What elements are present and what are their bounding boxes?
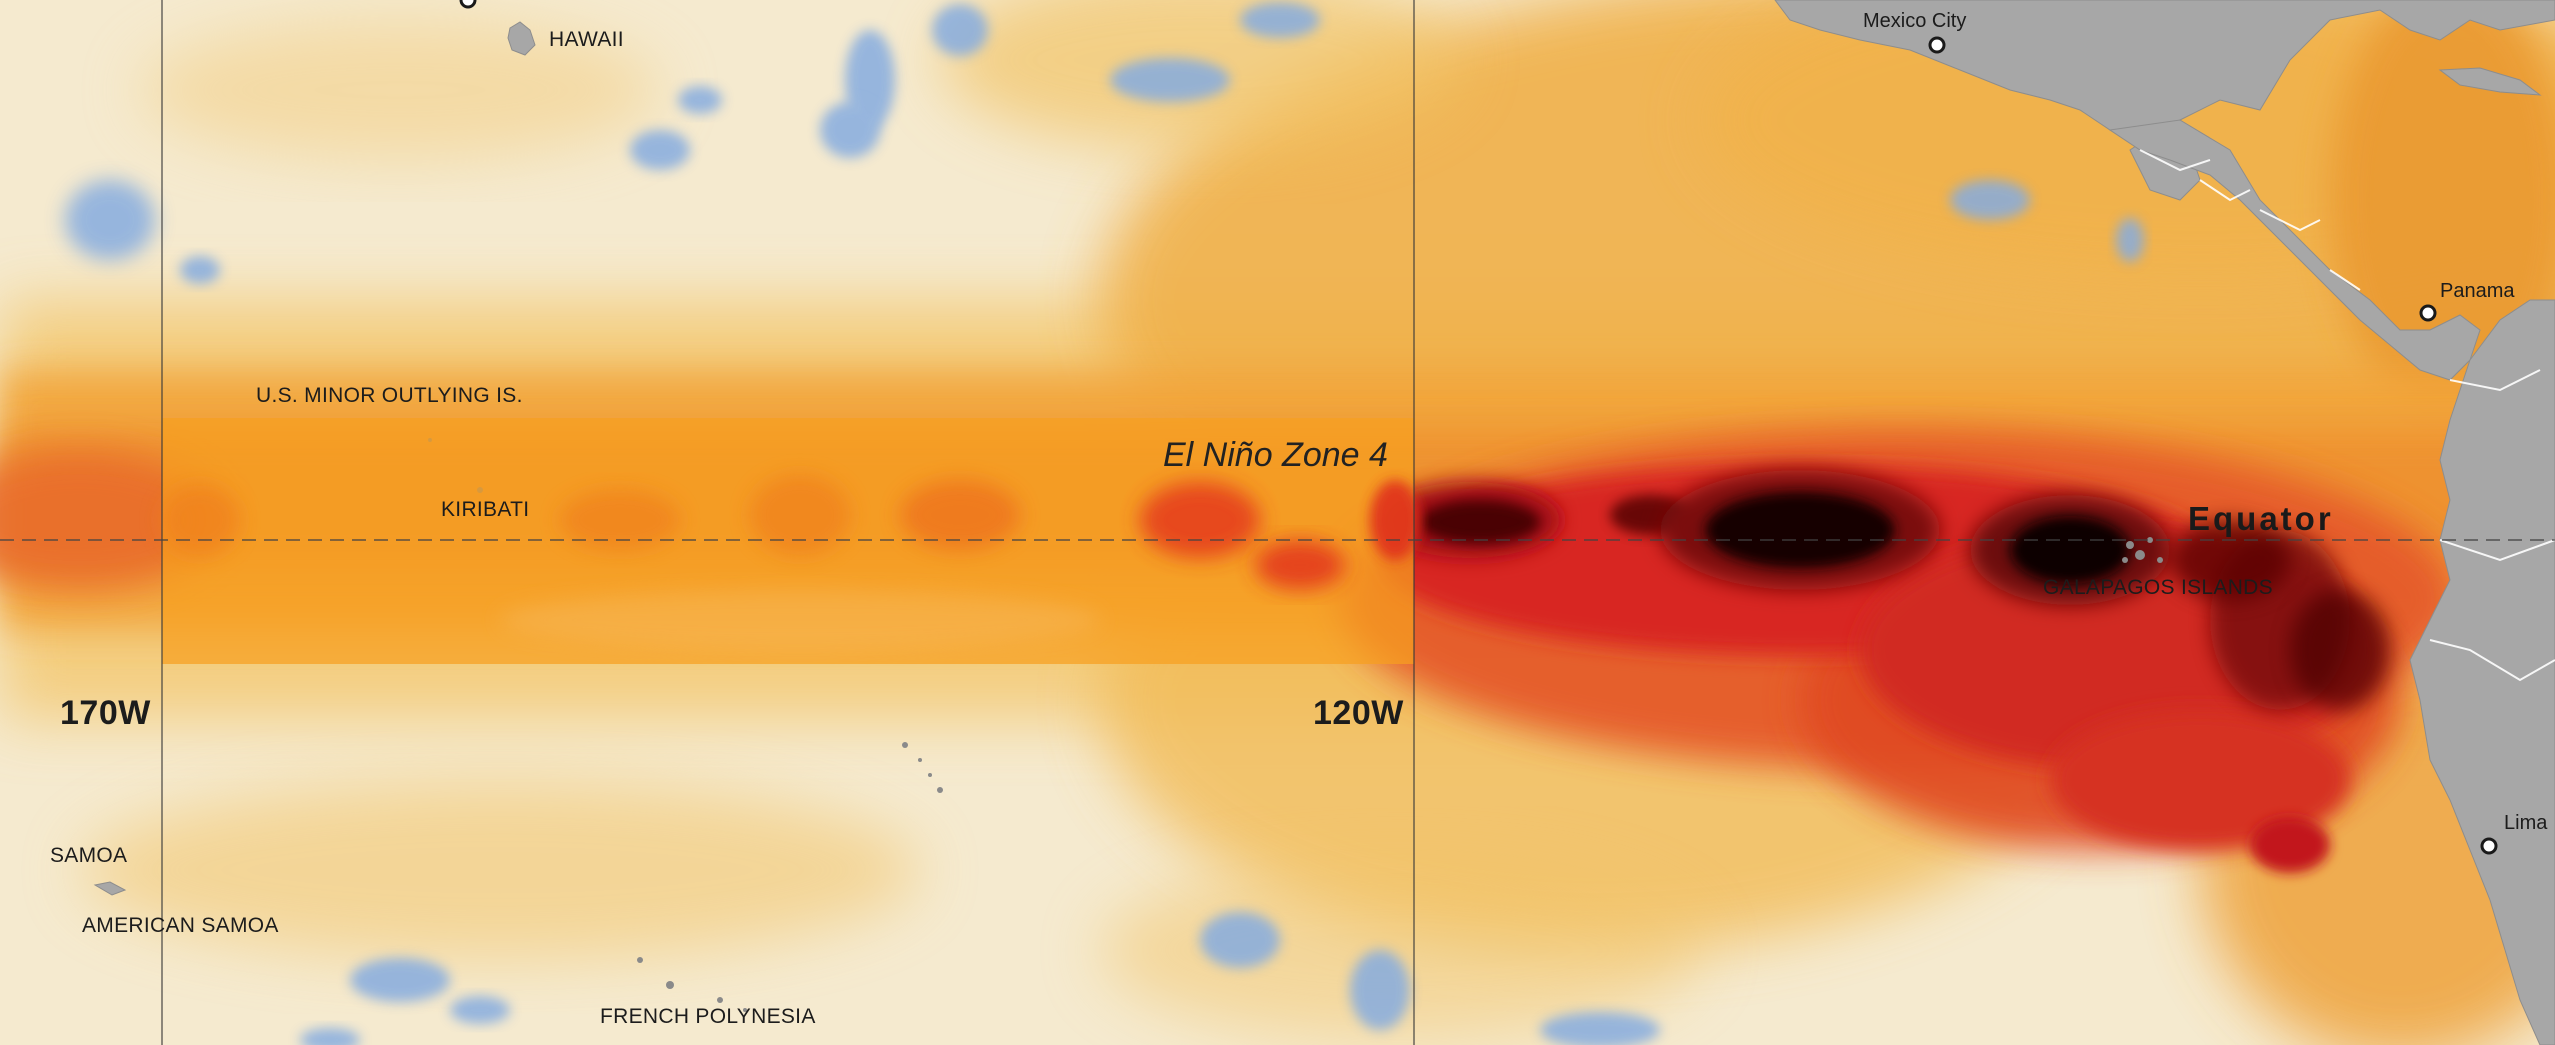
central-america-landmass [2108,119,2481,381]
nino-zone-label: El Niño Zone 4 [1163,436,1388,474]
lima-marker [2480,837,2498,855]
american-samoa-label: AMERICAN SAMOA [82,914,279,937]
country-borders [2139,149,2555,682]
cuba-landmass [2438,67,2542,96]
panama-label: Panama [2440,280,2515,302]
island-specks [428,438,2163,1012]
us-minor-outlying-label: U.S. MINOR OUTLYING IS. [256,384,523,407]
city-markers [459,0,2498,855]
nino-zone-4-warm-cells [160,475,1420,650]
south-america-landmass [2409,299,2555,1045]
equator-label: Equator [2188,500,2334,537]
samoa-landmass [93,881,127,896]
landmass [93,0,2555,1045]
mexico-city-label: Mexico City [1863,10,1967,32]
kiribati-label: KIRIBATI [441,498,530,521]
cool-anomaly-patches [65,2,2144,1045]
hawaii-marker [459,0,477,9]
galapagos-label: GALAPAGOS ISLANDS [2043,576,2273,599]
mexico-city-marker [1928,36,1946,54]
longitude-label-120w: 120W [1313,694,1404,732]
panama-marker [2419,304,2437,322]
longitude-label-170w: 170W [60,694,151,732]
hawaii-landmass [507,21,536,56]
hot-anomaly-core [1340,430,2460,873]
mexico-landmass [1774,0,2555,141]
lima-label: Lima [2504,812,2548,834]
french-polynesia-label: FRENCH POLYNESIA [600,1005,816,1028]
samoa-label: SAMOA [50,844,128,867]
hawaii-label: HAWAII [549,28,624,51]
